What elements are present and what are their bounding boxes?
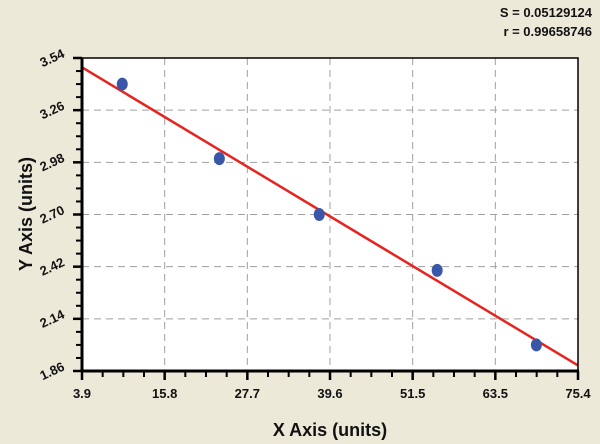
y-tick-label: 2.42 bbox=[37, 254, 66, 278]
y-tick-label: 2.70 bbox=[37, 202, 66, 226]
x-axis-title: X Axis (units) bbox=[273, 420, 387, 440]
x-tick-label: 39.6 bbox=[317, 386, 342, 401]
regression-line bbox=[81, 66, 579, 367]
x-tick-label: 27.7 bbox=[235, 386, 260, 401]
y-tick-label: 2.14 bbox=[37, 306, 67, 331]
x-tick-label: 63.5 bbox=[483, 386, 508, 401]
fit-statistics: S = 0.05129124 r = 0.99658746 bbox=[500, 3, 592, 41]
y-axis-title: Y Axis (units) bbox=[16, 157, 36, 271]
data-point bbox=[431, 263, 443, 277]
x-tick-label: 15.8 bbox=[152, 386, 177, 401]
y-tick-label: 3.54 bbox=[37, 45, 67, 70]
x-tick-label: 75.4 bbox=[565, 386, 591, 401]
x-tick-label: 51.5 bbox=[400, 386, 425, 401]
r-value: r = 0.99658746 bbox=[503, 24, 592, 39]
y-tick-label: 3.26 bbox=[37, 98, 66, 122]
s-value: S = 0.05129124 bbox=[499, 5, 592, 20]
x-tick-label: 3.9 bbox=[73, 386, 91, 401]
gridlines bbox=[82, 58, 578, 371]
x-axis: 3.9 15.8 27.7 39.6 51.5 63.5 75.4 bbox=[73, 371, 591, 401]
y-tick-label: 2.98 bbox=[37, 150, 66, 174]
y-axis: 1.86 2.14 2.42 2.70 2.98 3.26 3.54 bbox=[37, 45, 82, 383]
data-point bbox=[116, 77, 128, 91]
fit-line bbox=[81, 66, 579, 367]
data-point bbox=[530, 338, 542, 352]
y-tick-label: 1.86 bbox=[37, 359, 66, 383]
data-point bbox=[313, 208, 325, 221]
data-points bbox=[116, 77, 542, 352]
data-point bbox=[213, 152, 225, 166]
